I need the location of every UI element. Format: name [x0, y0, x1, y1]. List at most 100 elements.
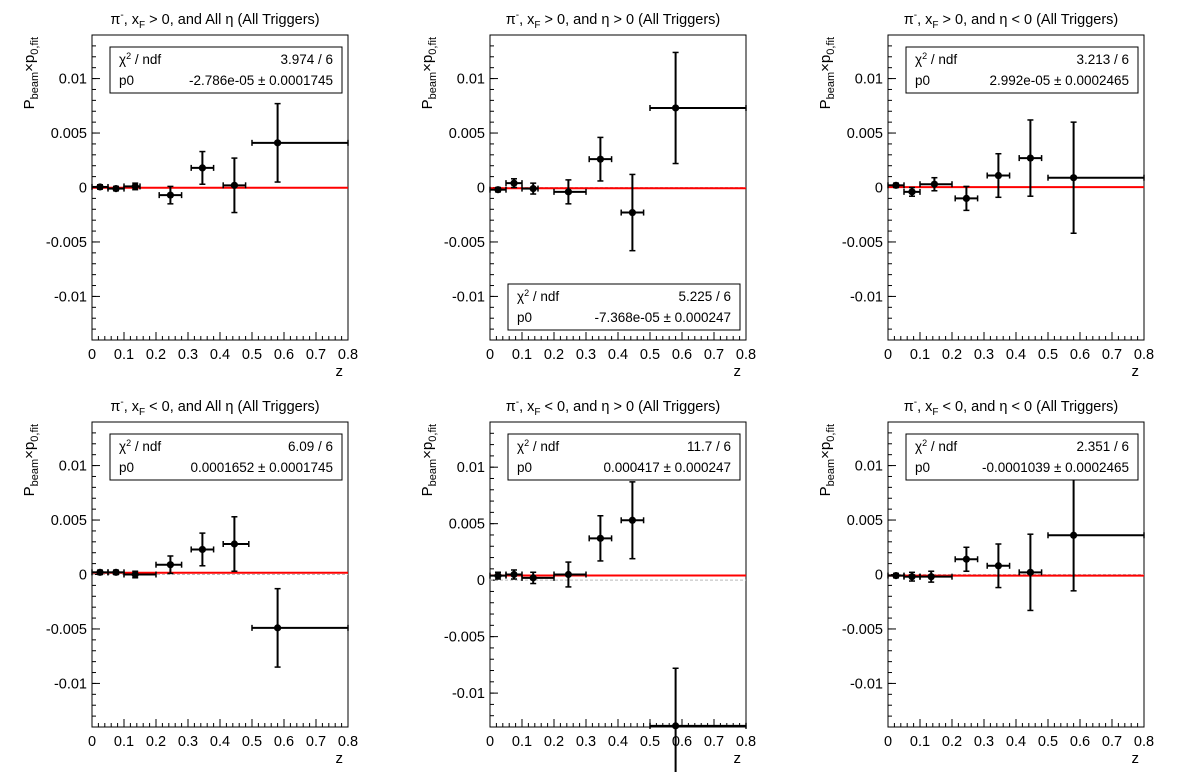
stats-value: 6.09 / 6 — [288, 439, 333, 454]
chart-title: π-, xF < 0, and η < 0 (All Triggers) — [904, 397, 1119, 418]
x-tick-label: 0.7 — [704, 734, 724, 750]
data-point — [521, 182, 539, 195]
x-tick-label: 0 — [486, 734, 494, 750]
data-point — [505, 178, 523, 189]
chart-title: π-, xF < 0, and All η (All Triggers) — [110, 397, 319, 418]
stats-value: 5.225 / 6 — [678, 289, 731, 304]
stats-label: p0 — [517, 310, 532, 325]
y-tick-label: 0 — [875, 181, 883, 197]
data-marker — [230, 540, 238, 548]
data-marker — [96, 183, 104, 191]
stats-box-frame — [905, 433, 1139, 481]
fit-stats-box: χ2 / ndf 3.213 / 6 p0 2.992e-05 ± 0.0002465 — [905, 46, 1139, 94]
data-point — [251, 102, 349, 183]
y-axis-label: Pbeam×p0,fit — [21, 424, 41, 496]
x-tick-label: 0.1 — [114, 734, 134, 750]
x-tick-label: 0.1 — [512, 347, 532, 363]
x-tick-label: 0.2 — [942, 734, 962, 750]
y-tick-label: 0.01 — [59, 459, 87, 475]
stats-label: χ2 / ndf — [915, 438, 957, 454]
chart-panel-5: 0 0.1 0.2 0.3 0.4 0.5 0.6 0.7 0.8 -0.01 -0.005 0 0.0… — [419, 397, 756, 777]
stats-box-frame — [507, 283, 741, 331]
x-tick-label: 0.5 — [242, 734, 262, 750]
x-tick-label: 0.1 — [910, 347, 930, 363]
y-tick-label: 0.01 — [457, 72, 485, 88]
stats-value: -0.0001039 ± 0.0002465 — [982, 460, 1129, 475]
data-marker — [930, 180, 939, 188]
data-point — [649, 667, 747, 777]
data-point — [887, 181, 905, 189]
x-tick-label: 0.5 — [640, 347, 660, 363]
stats-box-frame — [905, 46, 1139, 94]
x-tick-label: 0.4 — [210, 734, 230, 750]
x-tick-label: 0.4 — [1006, 734, 1026, 750]
stats-label: p0 — [119, 73, 134, 88]
x-tick-label: 0 — [486, 347, 494, 363]
y-tick-label: -0.01 — [452, 686, 485, 702]
data-point — [190, 532, 215, 567]
data-marker — [131, 570, 139, 579]
stats-label: χ2 / ndf — [517, 288, 559, 304]
y-tick-label: -0.01 — [850, 289, 883, 305]
data-point — [1018, 119, 1043, 197]
x-tick-label: 0.8 — [338, 347, 358, 363]
x-axis-label: z — [1132, 750, 1140, 767]
y-axis-label: Pbeam×p0,fit — [419, 37, 439, 109]
x-axis-label: z — [336, 363, 344, 380]
stats-box-frame — [109, 433, 343, 481]
stats-value: 0.0001652 ± 0.0001745 — [190, 460, 333, 475]
y-tick-label: 0.01 — [457, 460, 485, 476]
data-marker — [628, 208, 637, 217]
stats-label: p0 — [517, 460, 532, 475]
data-point — [521, 571, 555, 585]
stats-value: -7.368e-05 ± 0.000247 — [594, 310, 731, 325]
data-point — [588, 136, 613, 182]
x-tick-label: 0.8 — [1134, 734, 1154, 750]
x-tick-label: 0.1 — [114, 347, 134, 363]
y-tick-label: 0.005 — [449, 517, 485, 533]
x-tick-label: 0.3 — [974, 347, 994, 363]
data-point — [155, 555, 183, 575]
x-tick-label: 0.4 — [608, 347, 628, 363]
data-point — [649, 51, 747, 165]
data-marker — [112, 184, 120, 193]
data-point — [903, 186, 921, 197]
fit-stats-box: χ2 / ndf 11.7 / 6 p0 0.000417 ± 0.000247 — [507, 433, 741, 481]
chart-panel-3: 0 0.1 0.2 0.3 0.4 0.5 0.6 0.7 0.8 -0.01 -0.005 0 0.0… — [817, 10, 1154, 380]
data-point — [123, 570, 157, 579]
y-tick-label: -0.01 — [54, 289, 87, 305]
stats-box-frame — [109, 46, 343, 94]
data-marker — [628, 516, 637, 524]
x-tick-label: 0.7 — [306, 347, 326, 363]
y-tick-label: -0.005 — [444, 630, 485, 646]
data-marker — [672, 104, 680, 112]
stats-value: 2.992e-05 ± 0.0002465 — [989, 73, 1129, 88]
data-point — [954, 185, 979, 212]
x-tick-label: 0 — [884, 347, 892, 363]
y-axis-label: Pbeam×p0,fit — [817, 37, 837, 109]
data-point — [158, 185, 183, 205]
data-marker — [892, 181, 900, 189]
y-tick-label: -0.005 — [46, 622, 87, 638]
chart-panel-2: 0 0.1 0.2 0.3 0.4 0.5 0.6 0.7 0.8 -0.01 -0.005 0 0.0… — [419, 10, 756, 380]
x-tick-label: 0.3 — [576, 734, 596, 750]
data-marker — [1026, 154, 1034, 162]
stats-value: 3.974 / 6 — [280, 52, 333, 67]
y-tick-label: -0.01 — [452, 289, 485, 305]
y-tick-label: 0 — [875, 568, 883, 584]
x-tick-label: 0.6 — [672, 734, 692, 750]
y-tick-label: -0.01 — [850, 676, 883, 692]
x-tick-label: 0.5 — [1038, 347, 1058, 363]
y-tick-label: 0 — [477, 181, 485, 197]
data-point — [986, 543, 1011, 589]
data-point — [887, 571, 905, 580]
data-marker — [166, 561, 174, 569]
x-tick-label: 0.2 — [146, 734, 166, 750]
data-point — [553, 561, 587, 588]
stats-box-frame — [507, 433, 741, 481]
data-point — [919, 176, 953, 192]
y-tick-label: 0.005 — [847, 513, 883, 529]
data-point — [1047, 121, 1145, 234]
data-marker — [672, 722, 680, 730]
